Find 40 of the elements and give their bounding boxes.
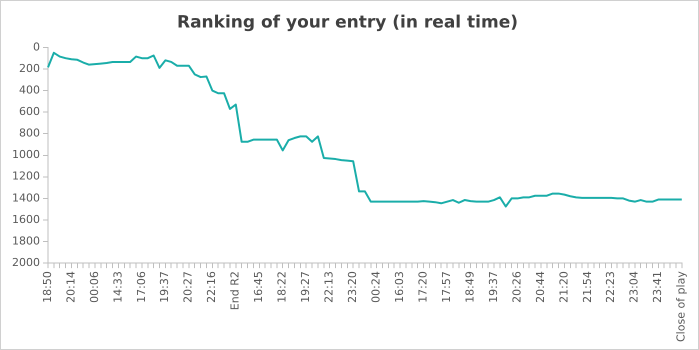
x-tick-label: 18:50 (40, 271, 54, 303)
x-tick-label: 17:57 (440, 271, 453, 303)
y-tick-label: 2000 (12, 256, 40, 270)
x-tick-label: Close of play (674, 270, 688, 342)
x-tick-label: 00:24 (369, 271, 382, 303)
x-tick-label: 20:14 (64, 271, 78, 303)
x-tick-label: 20:27 (182, 271, 195, 303)
x-tick-label: End R2 (228, 271, 242, 310)
x-tick-label: 23:20 (346, 271, 360, 303)
x-tick-label: 20:26 (510, 271, 524, 303)
x-tick-label: 22:23 (604, 271, 618, 303)
x-tick-label: 23:04 (628, 271, 641, 303)
y-tick-label: 600 (18, 104, 40, 118)
chart-title: Ranking of your entry (in real time) (176, 12, 518, 33)
x-tick-label: 16:45 (252, 271, 266, 303)
x-tick-label: 23:41 (651, 271, 664, 303)
y-tick-label: 800 (18, 126, 40, 140)
x-tick-label: 21:20 (557, 271, 570, 303)
x-tick-label: 19:37 (486, 271, 500, 303)
y-tick-label: 400 (18, 83, 40, 96)
y-tick-label: 0 (32, 40, 40, 54)
x-tick-label: 19:37 (158, 271, 172, 303)
y-tick-label: 1000 (12, 148, 40, 162)
x-tick-label: 20:44 (534, 271, 547, 303)
y-tick-label: 1600 (12, 212, 40, 226)
y-tick-label: 1400 (12, 191, 40, 204)
x-tick-label: 18:49 (463, 271, 476, 303)
x-tick-label: 17:20 (416, 271, 430, 303)
x-tick-label: 19:27 (299, 271, 312, 303)
x-tick-label: 22:16 (205, 271, 218, 303)
y-tick-label: 1200 (12, 170, 40, 183)
x-tick-label: 18:22 (276, 271, 289, 303)
y-tick-label: 1800 (12, 234, 40, 248)
y-tick-label: 200 (18, 62, 40, 75)
x-tick-label: 21:54 (580, 271, 594, 303)
x-tick-label: 17:06 (134, 271, 148, 303)
x-tick-label: 16:03 (392, 271, 406, 303)
x-tick-label: 22:13 (322, 271, 336, 303)
x-tick-label: 00:06 (88, 271, 101, 303)
x-tick-label: 14:33 (111, 271, 124, 303)
